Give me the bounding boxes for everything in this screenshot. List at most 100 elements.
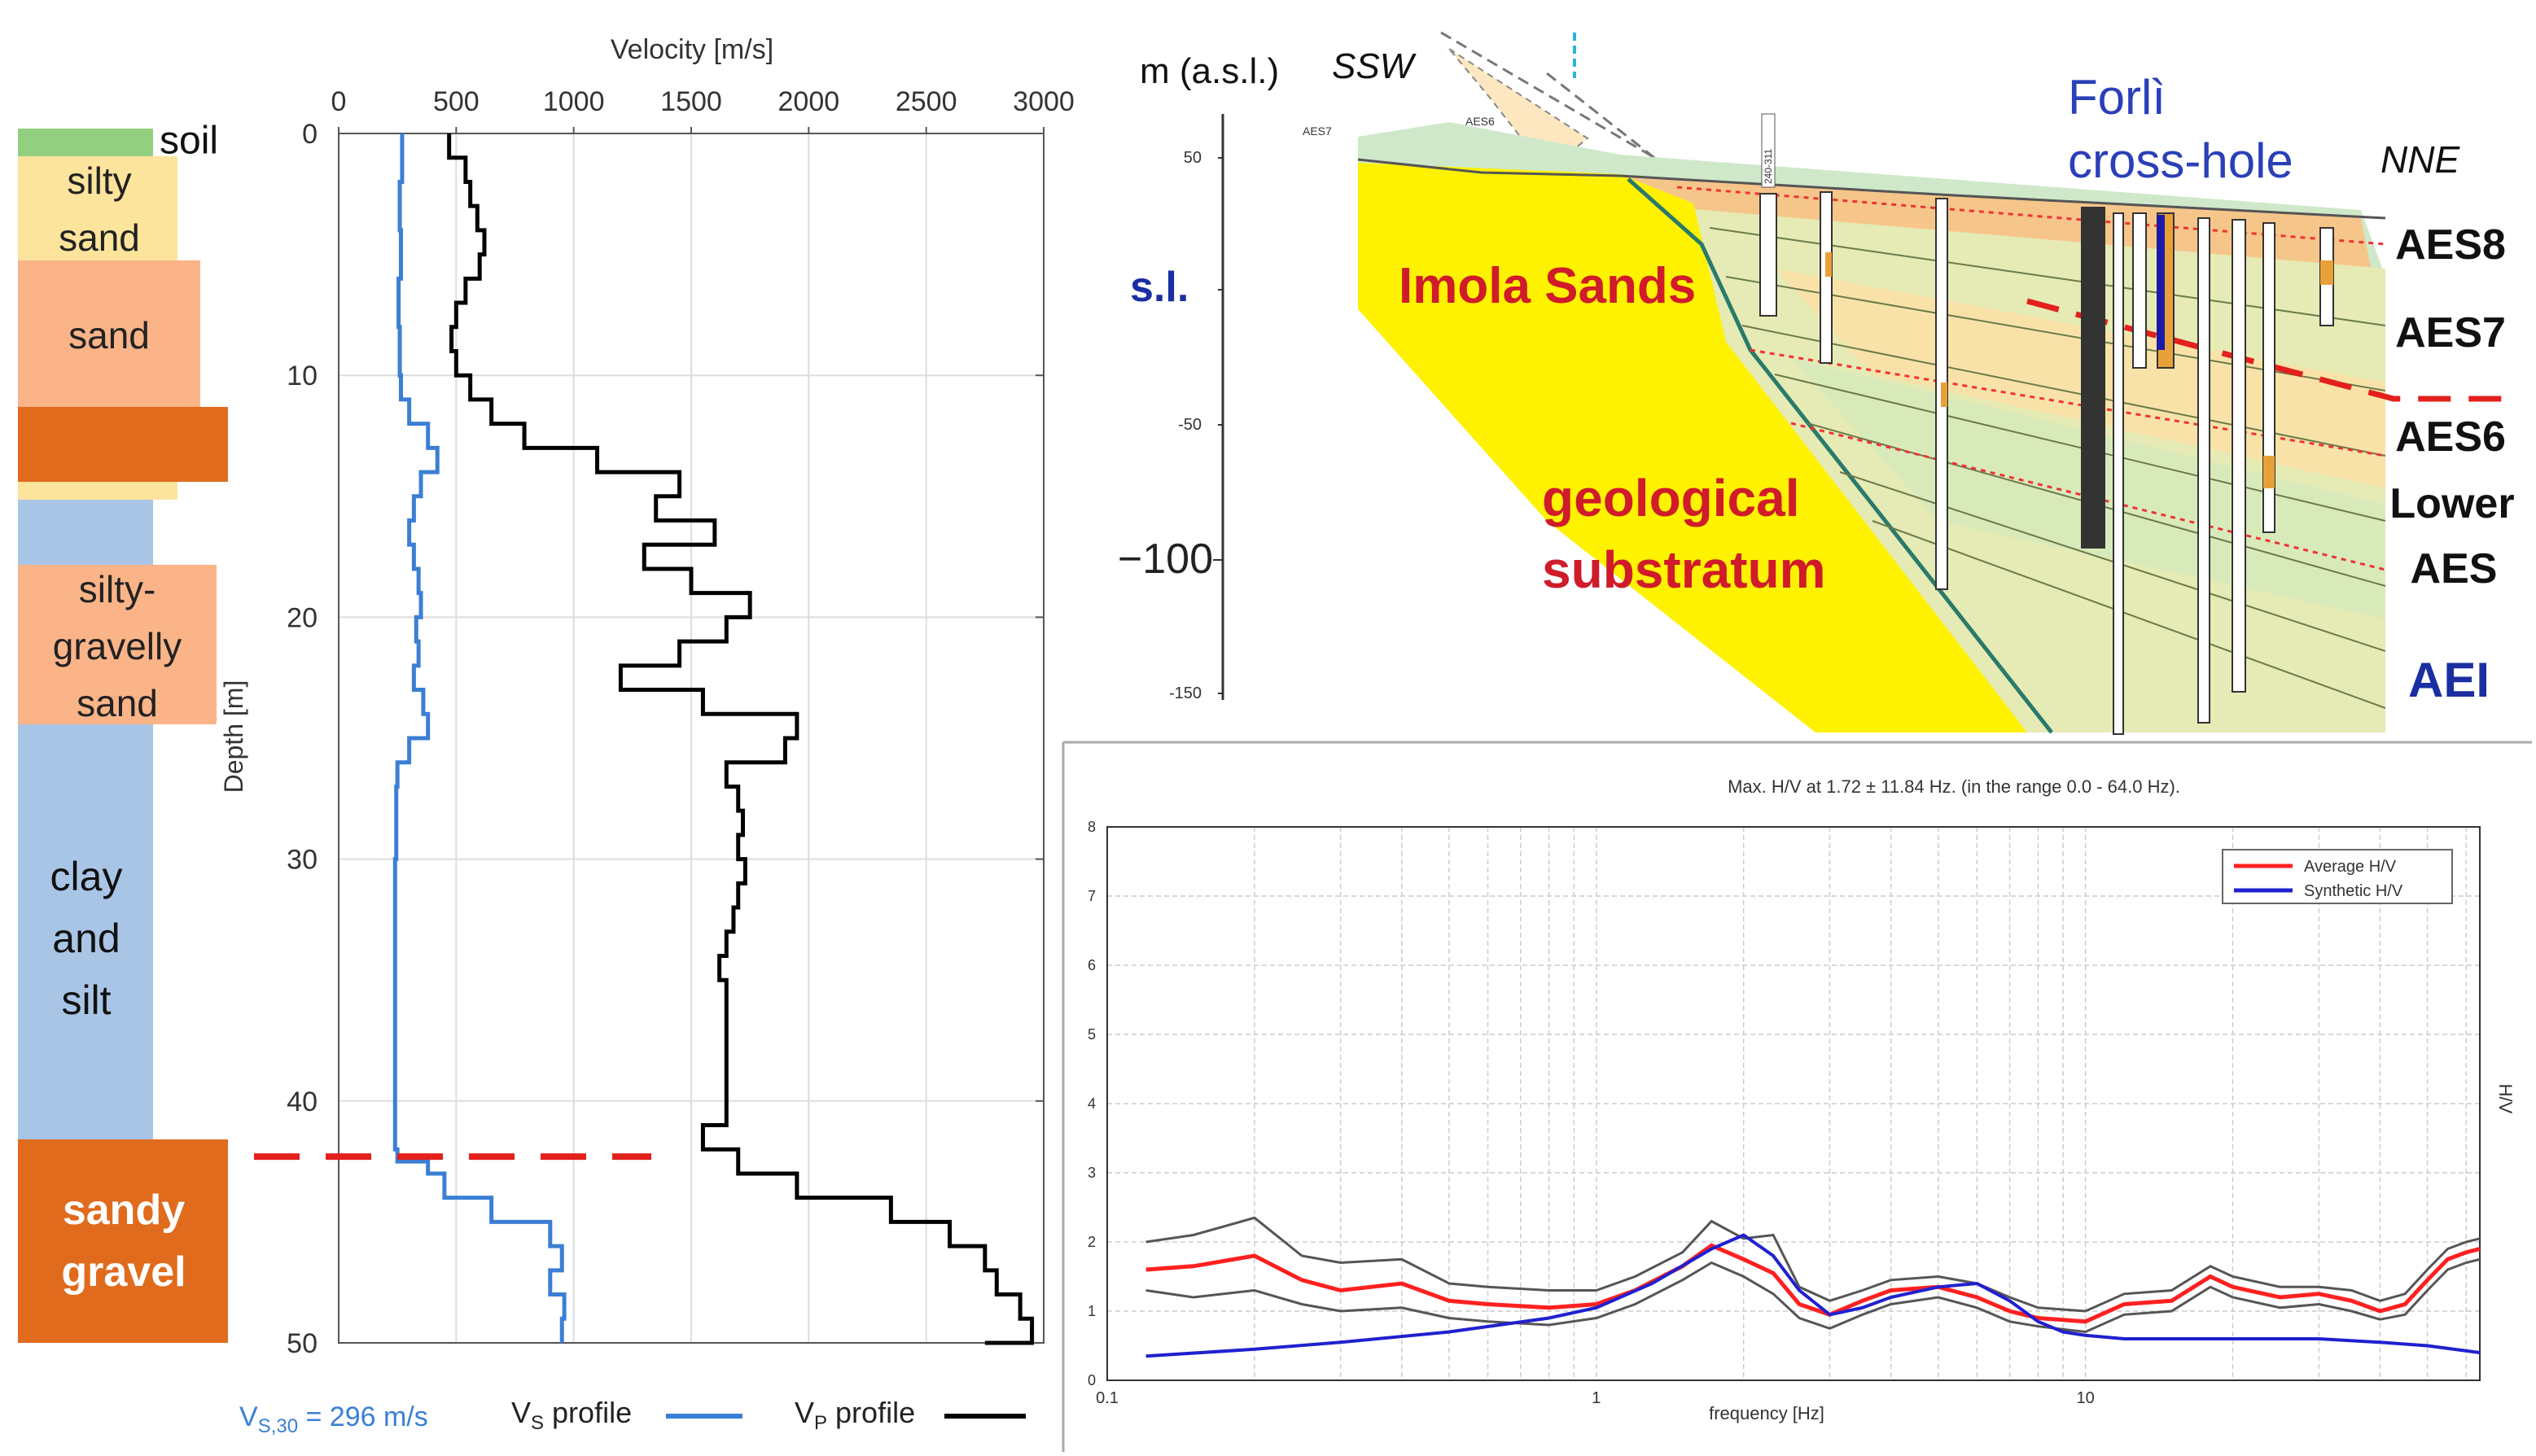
sea-level-label: s.l.: [1130, 264, 1189, 311]
hv-plot-frame: [1106, 826, 2481, 1381]
hv-x-tick-label: 10: [2077, 1389, 2095, 1407]
velocity-plot-frame: [338, 133, 1045, 1344]
velocity-y-tick-label: 50: [287, 1328, 318, 1359]
cross-section: 50 -50 -150 −100 s.l. m (a.s.l.) SSW AES…: [1118, 31, 2515, 735]
hv-y-axis-title: H/V: [2495, 1084, 2516, 1114]
vs-legend-label: VS profile: [511, 1396, 632, 1434]
hv-y-ticks: 0 1 2 3 4 5 6 7 8: [1088, 819, 1096, 1388]
unit-lower: Lower: [2389, 480, 2514, 527]
velocity-axis-title: Velocity [m/s]: [611, 34, 773, 65]
velocity-y-tick-label: 20: [287, 602, 318, 633]
section-unit-label: m (a.s.l.): [1140, 51, 1279, 91]
unit-lower-aes: AES: [2411, 545, 2498, 592]
vp-legend-label: VP profile: [795, 1396, 915, 1434]
imola-sands-label: Imola Sands: [1399, 258, 1696, 314]
vs-profile-line: [392, 133, 567, 1343]
small-label-aes7: AES7: [1303, 125, 1332, 138]
strata-layer-orange-band: [18, 407, 228, 482]
hv-y-tick-label: 8: [1088, 819, 1096, 835]
hv-upper-bound-line: [1145, 1216, 2481, 1313]
strata-label-silty-gravelly-sand: silty-gravelly sand: [53, 568, 182, 724]
strata-layer-sand: [18, 260, 200, 407]
velocity-x-tick-label: 1500: [660, 86, 722, 117]
hv-lower-bound-line: [1145, 1257, 2481, 1334]
hv-y-tick-label: 6: [1088, 957, 1096, 973]
velocity-x-tick-label: 1000: [543, 86, 605, 117]
hv-average-line: [1145, 1243, 2481, 1324]
strata-label-sandy-gravel: sandy gravel: [61, 1187, 186, 1296]
strata-layer-sandy-gravel: [18, 1139, 228, 1343]
strata-layer-clay-and-silt: [18, 724, 153, 1139]
velocity-x-tick-label: 0: [331, 86, 347, 117]
nne-label: NNE: [2381, 138, 2460, 181]
hv-y-tick-label: 3: [1088, 1165, 1096, 1181]
velocity-x-tick-label: 3000: [1013, 86, 1075, 117]
section-tick-minus50: -50: [1178, 416, 1202, 434]
hv-y-tick-label: 1: [1088, 1303, 1096, 1319]
small-label-aes6: AES6: [1465, 115, 1495, 128]
hv-legend-box: [2222, 849, 2453, 904]
section-tick-minus100: −100: [1118, 536, 1213, 583]
aes7-base-dashed-line: [2026, 298, 2508, 402]
strata-label-clay-and-silt: clay and silt: [50, 854, 123, 1023]
strata-layer-yellow-thin: [18, 482, 177, 500]
strata-layer-silty-gravelly-sand: [18, 565, 217, 724]
hv-synthetic-line: [1145, 1233, 2481, 1358]
section-tick-50: 50: [1184, 149, 1202, 167]
unit-aes8: AES8: [2395, 221, 2506, 269]
hv-legend-avg-label: Average H/V: [2304, 858, 2397, 876]
velocity-x-ticks: 0 500 1000 1500 2000 2500 3000: [331, 86, 1075, 133]
hv-x-tick-label: 1: [1592, 1389, 1601, 1407]
top-dash-1: [1440, 31, 1678, 173]
hv-x-tick-label: 0.1: [1096, 1389, 1119, 1407]
hv-legend: Average H/V Synthetic H/V: [2222, 849, 2453, 904]
borehole-id-box: [1761, 113, 1776, 188]
imola-sands-wedge: [1358, 163, 2027, 732]
strata-layer-silty-sand: [18, 156, 177, 260]
unit-aei: AEI: [2408, 653, 2490, 707]
velocity-grid: [338, 133, 1045, 1344]
top-dash-2: [1546, 72, 1662, 164]
hv-chart-title: Max. H/V at 1.72 ± 11.84 Hz. (in the ran…: [1728, 776, 2180, 797]
hv-y-tick-label: 4: [1088, 1095, 1096, 1112]
strata-label-sand: sand: [68, 314, 150, 356]
strata-layer-blue-upper: [18, 500, 153, 565]
hv-y-tick-label: 7: [1088, 888, 1096, 904]
forli-crosshole-label: Forlì cross-hole: [2068, 70, 2293, 188]
boreholes: [1759, 191, 2334, 735]
velocity-y-tick-label: 40: [287, 1087, 318, 1117]
velocity-x-tick-label: 500: [433, 86, 480, 117]
depth-axis-title: Depth [m]: [219, 680, 248, 794]
borehole-id-label: 240-311: [1763, 149, 1774, 184]
strata-layer-soil: [18, 129, 153, 156]
ssw-label: SSW: [1332, 46, 1417, 86]
strata-label-soil: soil: [160, 120, 218, 163]
strata-label-silty-sand: silty sand: [59, 160, 140, 259]
velocity-y-tick-label: 0: [302, 119, 318, 150]
velocity-x-tick-label: 2500: [896, 86, 957, 117]
hv-x-axis-title: frequency [Hz]: [1709, 1403, 1824, 1423]
section-tick-minus150: -150: [1169, 684, 1202, 702]
red-boundary-1: [1676, 186, 2386, 246]
velocity-y-ticks: 0 10 20 30 40 50: [287, 119, 1044, 1359]
hv-x-ticks: 0.1 1 10: [1096, 1389, 2095, 1407]
strata-column: soil silty sand sand silty-gravelly sand c…: [18, 120, 228, 1343]
velocity-profile-chart: Velocity [m/s] Depth [m] 0 500 1000 1500 200…: [219, 34, 1075, 1359]
hv-ratio-chart: Max. H/V at 1.72 ± 11.84 Hz. (in the ran…: [1062, 741, 2532, 1452]
ground-surface-line: [1357, 158, 2386, 220]
unit-aes7: AES7: [2395, 309, 2506, 356]
velocity-legend: VS,30 = 296 m/s VS profile VP profile: [239, 1396, 1026, 1437]
velocity-y-tick-label: 10: [287, 361, 318, 391]
velocity-y-tick-label: 30: [287, 845, 318, 876]
substratum-label: geological substratum: [1542, 469, 1826, 599]
hv-y-tick-label: 0: [1088, 1372, 1096, 1388]
hv-y-tick-label: 2: [1088, 1234, 1096, 1250]
hv-y-tick-label: 5: [1088, 1026, 1096, 1043]
vp-profile-line: [447, 133, 1035, 1345]
unit-labels: AES8 AES7 AES6 Lower AES AEI: [2389, 221, 2514, 707]
vs30-label: VS,30 = 296 m/s: [239, 1401, 428, 1437]
unit-aes6: AES6: [2395, 413, 2506, 461]
velocity-x-tick-label: 2000: [778, 86, 840, 117]
